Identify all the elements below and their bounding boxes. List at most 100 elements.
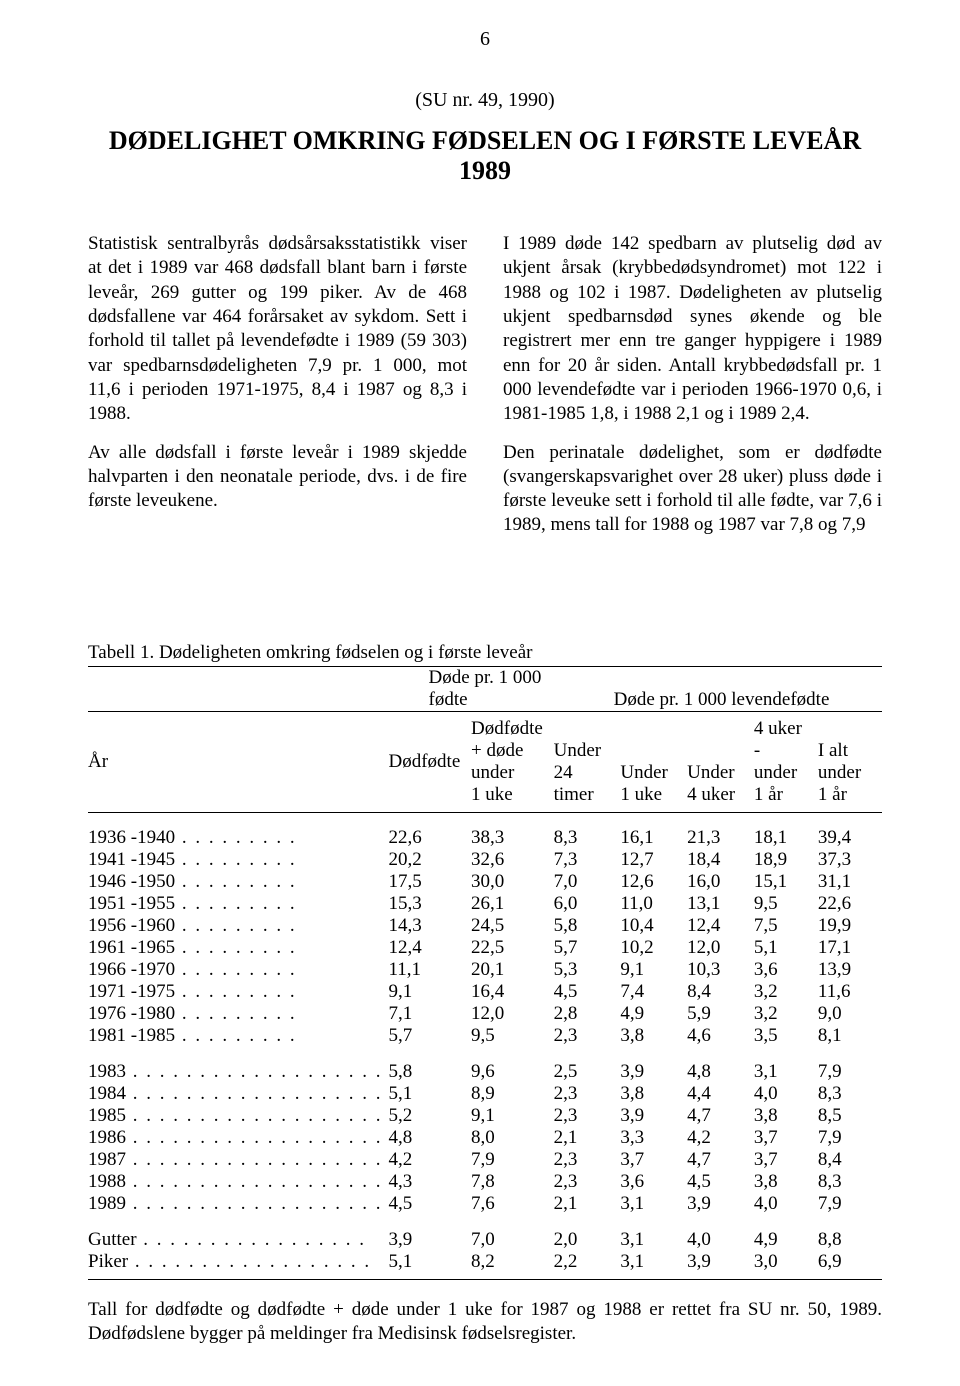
cell: 4,8 <box>389 1127 472 1149</box>
cell: 2,5 <box>554 1061 621 1083</box>
cell: 4,2 <box>687 1127 754 1149</box>
row-label: 1936 -1940 . . . . . . . . . <box>88 827 389 849</box>
row-label-header: År <box>88 718 389 806</box>
col-header: Under 4 uker <box>687 718 754 806</box>
cell: 4,5 <box>554 981 621 1003</box>
cell: 3,1 <box>620 1251 687 1273</box>
cell: 4,3 <box>389 1171 472 1193</box>
cell: 4,9 <box>620 1003 687 1025</box>
cell: 3,6 <box>754 959 818 981</box>
cell: 14,3 <box>389 915 472 937</box>
column-header-row: År Dødfødte Dødfødte + døde under 1 uke … <box>88 718 882 806</box>
cell: 3,7 <box>620 1149 687 1171</box>
cell: 6,9 <box>818 1251 882 1273</box>
cell: 8,3 <box>818 1083 882 1105</box>
cell: 3,6 <box>620 1171 687 1193</box>
cell: 5,2 <box>389 1105 472 1127</box>
cell: 2,8 <box>554 1003 621 1025</box>
row-label: Gutter . . . . . . . . . . . . . . . . . <box>88 1229 389 1251</box>
row-label: 1986 . . . . . . . . . . . . . . . . . .… <box>88 1127 389 1149</box>
cell: 12,4 <box>687 915 754 937</box>
cell: 6,0 <box>554 893 621 915</box>
group-head-left: Døde pr. 1 000 fødte <box>389 666 554 711</box>
table-row: 1983 . . . . . . . . . . . . . . . . . .… <box>88 1061 882 1083</box>
table-caption: Tabell 1. Dødeligheten omkring fødselen … <box>88 642 882 664</box>
cell: 5,3 <box>554 959 621 981</box>
cell: 22,6 <box>818 893 882 915</box>
cell: 17,5 <box>389 871 472 893</box>
cell: 3,2 <box>754 981 818 1003</box>
paragraph: I 1989 døde 142 spedbarn av plutselig dø… <box>503 232 882 427</box>
cell: 3,1 <box>620 1229 687 1251</box>
cell: 10,4 <box>620 915 687 937</box>
cell: 8,4 <box>687 981 754 1003</box>
cell: 37,3 <box>818 849 882 871</box>
col-header: I alt under 1 år <box>818 718 882 806</box>
cell: 4,4 <box>687 1083 754 1105</box>
cell: 2,1 <box>554 1127 621 1149</box>
cell: 10,2 <box>620 937 687 959</box>
cell: 5,7 <box>389 1025 472 1047</box>
table-row: 1946 -1950 . . . . . . . . .17,530,07,01… <box>88 871 882 893</box>
cell: 7,3 <box>554 849 621 871</box>
blank-cell <box>88 666 389 711</box>
cell: 15,1 <box>754 871 818 893</box>
cell: 24,5 <box>471 915 554 937</box>
cell: 4,9 <box>754 1229 818 1251</box>
cell: 8,8 <box>818 1229 882 1251</box>
cell: 3,8 <box>754 1105 818 1127</box>
table-row: 1951 -1955 . . . . . . . . .15,326,16,01… <box>88 893 882 915</box>
cell: 18,4 <box>687 849 754 871</box>
cell: 7,6 <box>471 1193 554 1215</box>
cell: 3,8 <box>754 1171 818 1193</box>
cell: 10,3 <box>687 959 754 981</box>
cell: 13,1 <box>687 893 754 915</box>
cell: 7,0 <box>471 1229 554 1251</box>
cell: 2,3 <box>554 1083 621 1105</box>
row-label: 1951 -1955 . . . . . . . . . <box>88 893 389 915</box>
cell: 26,1 <box>471 893 554 915</box>
col-header: Under 24 timer <box>554 718 621 806</box>
cell: 12,4 <box>389 937 472 959</box>
cell: 16,4 <box>471 981 554 1003</box>
table-row: 1956 -1960 . . . . . . . . .14,324,55,81… <box>88 915 882 937</box>
table-row: 1986 . . . . . . . . . . . . . . . . . .… <box>88 1127 882 1149</box>
table-row: 1985 . . . . . . . . . . . . . . . . . .… <box>88 1105 882 1127</box>
cell: 4,5 <box>389 1193 472 1215</box>
cell: 5,7 <box>554 937 621 959</box>
row-label: 1983 . . . . . . . . . . . . . . . . . .… <box>88 1061 389 1083</box>
cell: 8,1 <box>818 1025 882 1047</box>
cell: 3,9 <box>389 1229 472 1251</box>
cell: 3,9 <box>687 1251 754 1273</box>
row-label: 1988 . . . . . . . . . . . . . . . . . .… <box>88 1171 389 1193</box>
row-label: 1985 . . . . . . . . . . . . . . . . . .… <box>88 1105 389 1127</box>
cell: 9,5 <box>754 893 818 915</box>
cell: 5,1 <box>389 1083 472 1105</box>
row-label: 1941 -1945 . . . . . . . . . <box>88 849 389 871</box>
cell: 7,8 <box>471 1171 554 1193</box>
cell: 11,6 <box>818 981 882 1003</box>
cell: 3,3 <box>620 1127 687 1149</box>
document-title: DØDELIGHET OMKRING FØDSELEN OG I FØRSTE … <box>88 126 882 186</box>
cell: 3,9 <box>620 1105 687 1127</box>
cell: 4,0 <box>687 1229 754 1251</box>
cell: 12,7 <box>620 849 687 871</box>
cell: 20,2 <box>389 849 472 871</box>
cell: 8,3 <box>554 827 621 849</box>
cell: 21,3 <box>687 827 754 849</box>
table-block-periods: 1936 -1940 . . . . . . . . .22,638,38,31… <box>88 827 882 1047</box>
cell: 2,0 <box>554 1229 621 1251</box>
row-label: 1971 -1975 . . . . . . . . . <box>88 981 389 1003</box>
table-row: 1984 . . . . . . . . . . . . . . . . . .… <box>88 1083 882 1105</box>
group-header-row: Døde pr. 1 000 fødte Døde pr. 1 000 leve… <box>88 666 882 711</box>
page-number: 6 <box>88 28 882 51</box>
cell: 9,5 <box>471 1025 554 1047</box>
cell: 31,1 <box>818 871 882 893</box>
cell: 9,6 <box>471 1061 554 1083</box>
col-header: Dødfødte <box>389 718 472 806</box>
cell: 9,1 <box>620 959 687 981</box>
row-label: 1976 -1980 . . . . . . . . . <box>88 1003 389 1025</box>
cell: 7,0 <box>554 871 621 893</box>
cell: 11,1 <box>389 959 472 981</box>
cell: 2,3 <box>554 1025 621 1047</box>
